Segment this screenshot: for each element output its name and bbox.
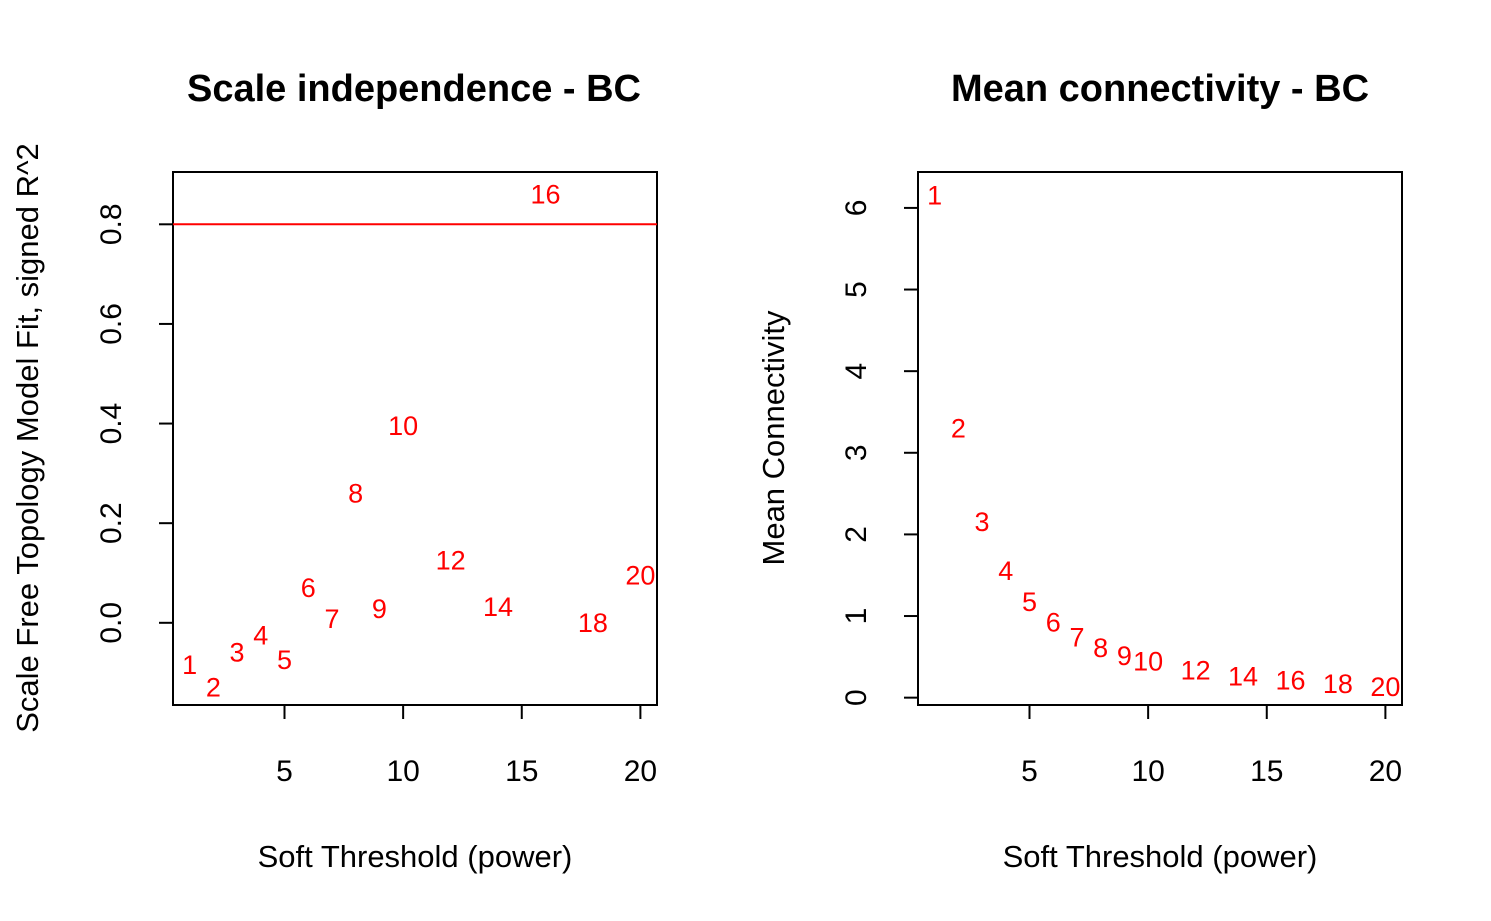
y-tick-label: 4 — [840, 363, 873, 380]
x-tick-label: 15 — [505, 755, 538, 788]
y-axis: 0.0 0.2 0.4 0.6 0.8 — [95, 203, 174, 644]
x-axis: 5 10 15 20 — [1021, 704, 1402, 788]
y-tick-label: 3 — [840, 444, 873, 461]
chart-title: Mean connectivity - BC — [951, 68, 1369, 110]
point-label: 16 — [530, 179, 560, 209]
x-tick-label: 20 — [1369, 755, 1402, 788]
point-label: 18 — [578, 608, 608, 638]
point-label: 4 — [998, 556, 1013, 586]
y-axis-label: Scale Free Topology Model Fit, signed R^… — [10, 143, 45, 733]
y-tick-label: 0.0 — [95, 602, 128, 644]
point-label: 4 — [253, 620, 268, 650]
point-label: 18 — [1323, 669, 1353, 699]
point-label: 9 — [1117, 641, 1132, 671]
mean-connectivity-panel: Mean connectivity - BC Soft Threshold (p… — [756, 68, 1403, 874]
y-tick-label: 2 — [840, 526, 873, 543]
point-label: 7 — [324, 604, 339, 634]
x-tick-label: 5 — [1021, 755, 1038, 788]
point-label: 1 — [927, 181, 942, 211]
point-label: 8 — [1093, 633, 1108, 663]
y-tick-label: 0.8 — [95, 203, 128, 245]
x-tick-label: 10 — [1131, 755, 1164, 788]
point-label: 2 — [206, 673, 221, 703]
point-label: 12 — [436, 546, 466, 576]
x-tick-label: 5 — [276, 755, 293, 788]
point-label: 20 — [625, 560, 655, 590]
x-tick-label: 10 — [386, 755, 419, 788]
x-axis-label: Soft Threshold (power) — [258, 839, 573, 874]
y-axis: 0 1 2 3 4 5 6 — [840, 200, 919, 706]
y-tick-label: 5 — [840, 281, 873, 298]
y-tick-label: 6 — [840, 200, 873, 217]
point-label: 20 — [1370, 672, 1400, 702]
point-label: 14 — [1228, 661, 1258, 691]
point-label: 10 — [1133, 647, 1163, 677]
y-tick-label: 1 — [840, 608, 873, 625]
point-label: 6 — [301, 573, 316, 603]
point-label: 14 — [483, 592, 513, 622]
y-tick-label: 0.4 — [95, 403, 128, 445]
point-label: 5 — [1022, 587, 1037, 617]
point-label: 3 — [975, 507, 990, 537]
point-label: 3 — [230, 638, 245, 668]
y-tick-label: 0.6 — [95, 303, 128, 345]
point-label: 16 — [1275, 666, 1305, 696]
x-tick-label: 20 — [624, 755, 657, 788]
point-label: 9 — [372, 594, 387, 624]
y-tick-label: 0 — [840, 689, 873, 706]
x-axis-label: Soft Threshold (power) — [1003, 839, 1318, 874]
point-label: 7 — [1069, 622, 1084, 652]
scale-independence-panel: Scale independence - BC Soft Threshold (… — [10, 68, 658, 874]
point-label: 8 — [348, 478, 363, 508]
y-tick-label: 0.2 — [95, 502, 128, 544]
point-label: 10 — [388, 411, 418, 441]
point-label: 2 — [951, 413, 966, 443]
chart-title: Scale independence - BC — [187, 68, 641, 110]
point-label: 5 — [277, 645, 292, 675]
y-axis-label: Mean Connectivity — [756, 310, 791, 566]
point-label: 1 — [182, 650, 197, 680]
point-label: 12 — [1181, 656, 1211, 686]
x-tick-label: 15 — [1250, 755, 1283, 788]
x-axis: 5 10 15 20 — [276, 704, 657, 788]
point-label: 6 — [1046, 608, 1061, 638]
plot-frame — [917, 171, 1403, 706]
